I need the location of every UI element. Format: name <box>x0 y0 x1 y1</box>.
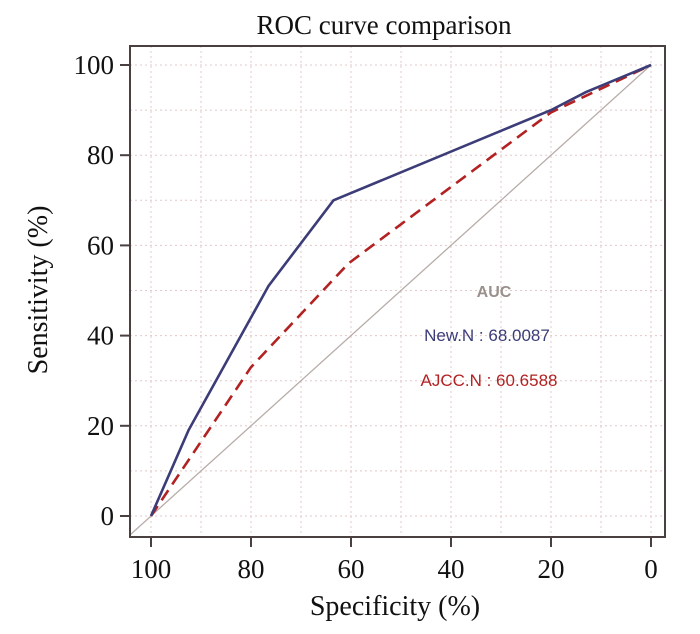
y-axis: 0 20 40 60 80 100 <box>74 50 130 531</box>
x-tick-label: 20 <box>538 554 565 584</box>
y-tick-label: 0 <box>101 501 115 531</box>
plot-frame <box>129 45 666 538</box>
x-tick-label: 40 <box>438 554 465 584</box>
y-tick-label: 80 <box>87 140 114 170</box>
auc-new-n: New.N : 68.0087 <box>424 326 550 345</box>
x-tick-label: 100 <box>131 554 172 584</box>
x-tick-label: 60 <box>338 554 365 584</box>
series-lines <box>130 63 652 536</box>
y-tick-label: 20 <box>87 411 114 441</box>
auc-ajcc-n: AJCC.N : 60.6588 <box>420 371 557 390</box>
x-tick-label: 80 <box>238 554 265 584</box>
series-reference-line <box>130 64 652 536</box>
y-tick-label: 60 <box>87 230 114 260</box>
auc-annotation: AUC New.N : 68.0087 AJCC.N : 60.6588 <box>420 284 557 390</box>
x-tick-label: 0 <box>644 554 658 584</box>
grid <box>130 46 665 537</box>
x-axis: 100 80 60 40 20 0 <box>131 537 658 584</box>
auc-heading: AUC <box>477 284 512 301</box>
chart-title: ROC curve comparison <box>257 10 512 40</box>
series-new-n-line <box>149 63 652 517</box>
y-axis-label: Sensitivity (%) <box>23 206 54 375</box>
y-tick-label: 40 <box>87 321 114 351</box>
series-ajcc-n-line <box>149 63 652 517</box>
y-tick-label: 100 <box>74 50 115 80</box>
x-axis-label: Specificity (%) <box>310 591 480 622</box>
